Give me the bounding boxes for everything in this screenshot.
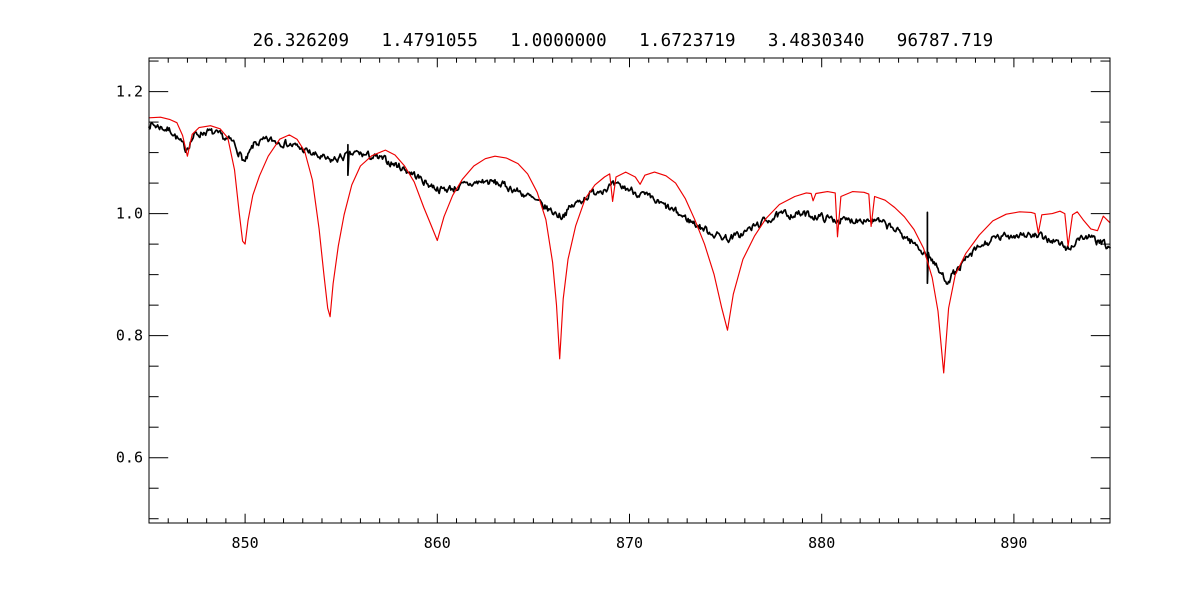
x-tick-label: 880 (808, 534, 835, 552)
curves (148, 116, 1111, 374)
axes (148, 57, 1111, 524)
plot-box (148, 57, 1111, 524)
x-tick-labels: 850 860 870 880 890 (232, 534, 1028, 552)
x-tick-label: 870 (616, 534, 643, 552)
plot-title: 26.326209 1.4791055 1.0000000 1.6723719 … (252, 31, 994, 51)
x-tick-label: 850 (232, 534, 259, 552)
y-tick-label: 0.6 (116, 449, 143, 467)
observed-spectrum-curve (148, 122, 1111, 285)
model-spectrum-curve (148, 116, 1111, 374)
y-tick-label: 0.8 (116, 327, 143, 345)
y-tick-label: 1.2 (116, 83, 143, 101)
x-tick-label: 860 (424, 534, 451, 552)
y-tick-labels: 0.6 0.8 1.0 1.2 (116, 83, 143, 467)
x-tick-label: 890 (1000, 534, 1027, 552)
y-tick-label: 1.0 (116, 205, 143, 223)
